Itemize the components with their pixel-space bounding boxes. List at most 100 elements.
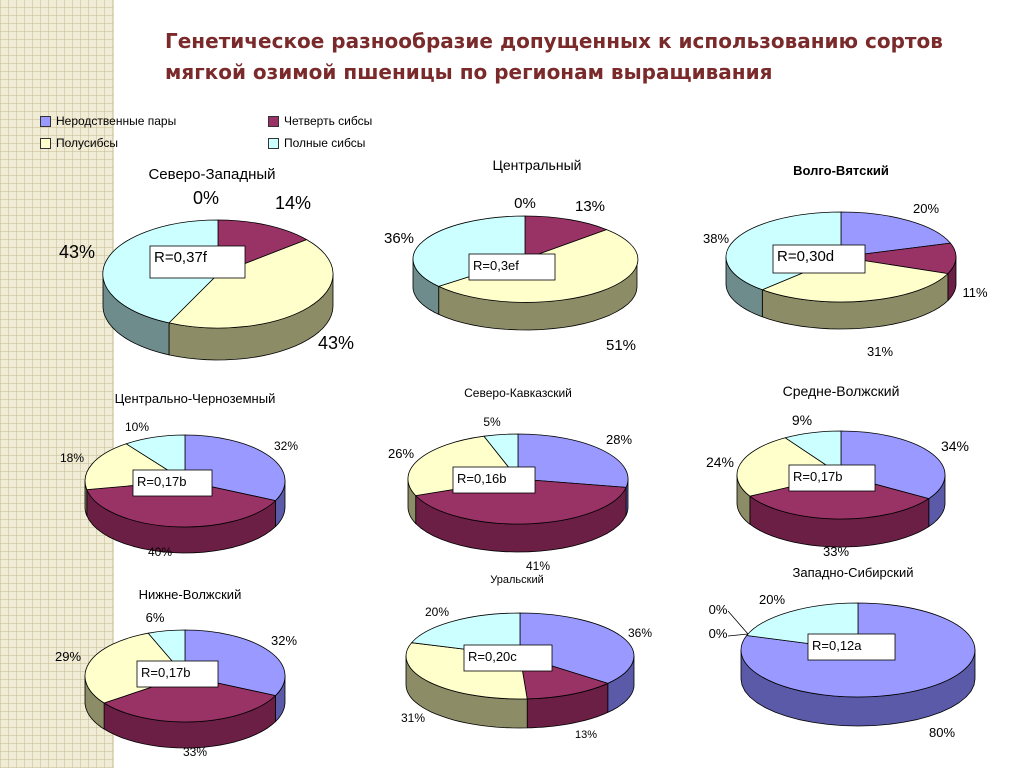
r-value-label: R=0,20c <box>468 649 517 664</box>
data-label-unrelated-pairs: 28% <box>606 432 632 447</box>
data-label-full-sibs: 6% <box>146 610 165 625</box>
pie-slice-half-sibs <box>168 239 334 329</box>
pie-slice-full-sibs <box>412 215 526 287</box>
pie-slice-full-sibs <box>125 434 186 482</box>
data-label-unrelated-pairs: 32% <box>274 439 298 453</box>
data-label-full-sibs: 43% <box>59 242 95 262</box>
r-value-label: R=0,16b <box>457 471 507 486</box>
legend-item-full-sibs: Полные сибсы <box>268 136 365 150</box>
leader-line <box>727 633 749 637</box>
data-label-half-sibs: 24% <box>706 454 734 470</box>
data-label-full-sibs: 20% <box>759 592 785 607</box>
pie-slice-quarter-sibs <box>524 215 607 260</box>
r-value-box <box>788 464 876 492</box>
data-label-full-sibs: 5% <box>483 415 501 429</box>
legend-swatch <box>40 137 51 149</box>
pie-chart: Северо-Западный R=0,37f 0% 14% 43% 43% <box>59 166 354 361</box>
legend-label: Четверть сибсы <box>284 114 373 128</box>
data-label-half-sibs: 43% <box>318 333 354 353</box>
pie-slice-half-sibs <box>761 256 949 303</box>
data-label-quarter-sibs: 13% <box>575 729 597 741</box>
data-label-unrelated-pairs: 0% <box>514 195 536 212</box>
legend-item-quarter-sibs: Четверть сибсы <box>268 114 372 128</box>
r-value-label: R=0,3ef <box>473 258 519 273</box>
chart-title: Центральный <box>493 157 582 173</box>
data-label-half-sibs: 29% <box>55 649 81 664</box>
data-label-full-sibs: 10% <box>125 420 149 434</box>
data-label-full-sibs: 20% <box>425 605 449 619</box>
legend-label: Полные сибсы <box>284 136 366 150</box>
pie-slice-unrelated-pairs <box>517 433 629 488</box>
legend-swatch <box>268 115 279 127</box>
chart-title: Северо-Западный <box>148 166 275 183</box>
leader-line <box>727 610 749 635</box>
data-label-half-sibs: 26% <box>388 446 414 461</box>
data-label-unrelated-pairs: 20% <box>913 201 939 216</box>
pie-slice-quarter-sibs <box>840 242 957 274</box>
legend-item-half-sibs: Полусибсы <box>40 136 118 150</box>
pie-chart: Северо-Кавказский R=0,16b 28% 41% 26% 5% <box>388 386 632 573</box>
data-label-half-sibs: 0% <box>709 626 728 641</box>
chart-title: Нижне-Волжский <box>139 587 242 602</box>
data-label-half-sibs: 51% <box>606 337 636 354</box>
chart-title: Средне-Волжский <box>783 383 900 399</box>
legend-swatch <box>40 115 51 127</box>
decorative-sidebar <box>0 0 114 768</box>
chart-title: Центрально-Черноземный <box>115 391 276 406</box>
pie-chart: Волго-Вятский R=0,30d 20% 11% 31% 38% <box>703 163 988 359</box>
pie-slice-unrelated-pairs <box>740 602 976 698</box>
pie-chart: Нижне-Волжский R=0,17b 32% 33% 29% 6% <box>55 587 297 759</box>
legend-label: Неродственные пары <box>56 114 177 128</box>
r-value-box <box>132 469 213 497</box>
data-label-quarter-sibs: 33% <box>183 745 207 759</box>
r-value-label: R=0,37f <box>154 249 208 266</box>
data-label-full-sibs: 38% <box>703 231 729 246</box>
data-label-unrelated-pairs: 80% <box>929 725 955 740</box>
pie-slice-unrelated-pairs <box>840 211 951 258</box>
data-label-unrelated-pairs: 34% <box>941 438 969 454</box>
chart-title: Уральский <box>490 574 543 586</box>
data-label-full-sibs: 9% <box>792 412 812 428</box>
pie-slice-unrelated-pairs <box>519 612 635 684</box>
pie-slice-full-sibs <box>784 430 842 476</box>
data-label-quarter-sibs: 41% <box>526 559 550 573</box>
data-label-unrelated-pairs: 32% <box>271 633 297 648</box>
data-label-full-sibs: 36% <box>384 230 414 247</box>
pie-slice-half-sibs <box>84 632 186 704</box>
pie-chart: Средне-Волжский R=0,17b 34% 33% 24% 9% <box>706 383 969 559</box>
pie-chart: Центрально-Черноземный R=0,17b 32% 40% 18% 10… <box>60 391 298 559</box>
chart-title: Волго-Вятский <box>793 163 889 178</box>
r-value-box <box>452 466 536 494</box>
r-value-box <box>149 245 246 279</box>
data-label-quarter-sibs: 11% <box>962 285 987 300</box>
chart-title: Западно-Сибирский <box>793 565 914 580</box>
pie-slice-quarter-sibs <box>103 675 276 723</box>
pie-chart: Уральский R=0,20c 36% 13% 31% 20% <box>401 574 652 741</box>
data-label-quarter-sibs: 40% <box>148 545 172 559</box>
data-label-quarter-sibs: 33% <box>823 544 849 559</box>
data-label-quarter-sibs: 0% <box>709 602 728 617</box>
legend-item-unrelated: Неродственные пары <box>40 114 176 128</box>
r-value-label: R=0,30d <box>777 248 834 265</box>
r-value-label: R=0,17b <box>141 665 191 680</box>
r-value-box <box>468 253 556 281</box>
data-label-quarter-sibs: 14% <box>275 193 311 213</box>
data-label-half-sibs: 31% <box>401 711 425 725</box>
chart-legend: Неродственные пары Четверть сибсы Полуси… <box>40 110 420 160</box>
data-label-half-sibs: 31% <box>867 344 893 359</box>
r-value-label: R=0,17b <box>793 469 843 484</box>
r-value-box <box>463 644 553 672</box>
page-title: Генетическое разнообразие допущенных к и… <box>165 29 943 84</box>
legend-swatch <box>268 137 279 149</box>
pie-chart: Центральный R=0,3ef 0% 13% 51% 36% <box>384 157 639 354</box>
data-label-unrelated-pairs: 0% <box>193 188 219 208</box>
r-value-label: R=0,12a <box>812 638 862 653</box>
r-value-box <box>772 244 866 274</box>
data-label-half-sibs: 18% <box>60 451 84 465</box>
chart-title: Северо-Кавказский <box>464 386 572 400</box>
data-label-quarter-sibs: 13% <box>575 198 605 215</box>
legend-label: Полусибсы <box>56 136 118 150</box>
data-label-unrelated-pairs: 36% <box>628 626 652 640</box>
r-value-box <box>136 660 219 688</box>
